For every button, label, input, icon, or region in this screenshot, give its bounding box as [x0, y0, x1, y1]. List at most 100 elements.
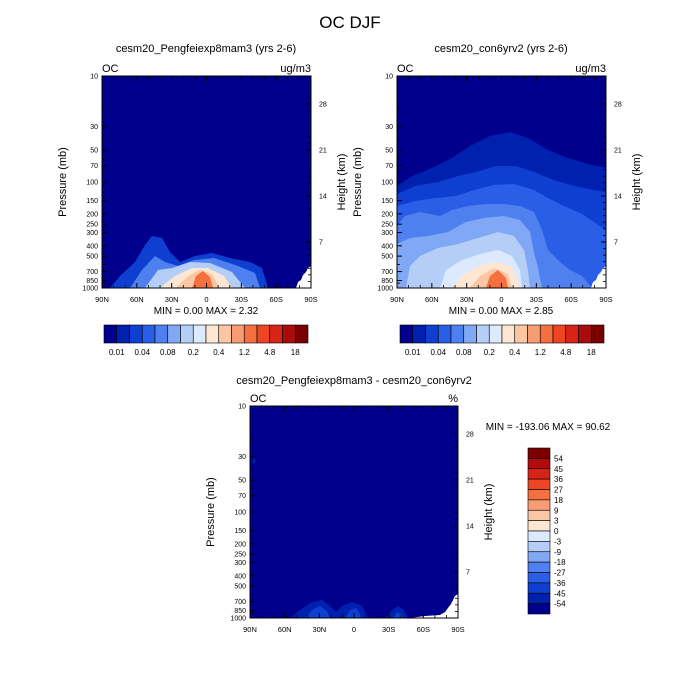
colorbar-label: 0.2	[188, 348, 200, 357]
colorbar-box	[192, 324, 207, 344]
colorbar-label: 45	[554, 465, 563, 474]
y-tick-label: 200	[234, 541, 246, 548]
y-tick-label: 850	[86, 278, 98, 285]
colorbar-box	[129, 324, 143, 344]
y-tick-label: 70	[90, 163, 98, 170]
colorbar-label: -18	[554, 558, 566, 567]
x-tick-label: 60S	[269, 295, 282, 304]
panel-1-terrain-mask	[296, 266, 311, 288]
colorbar-label: 0.2	[484, 348, 496, 357]
y-tick-label: 1000	[230, 616, 246, 623]
figure-title: OC DJF	[319, 13, 380, 32]
colorbar-box	[476, 324, 490, 344]
y-tick-label: 400	[234, 573, 246, 580]
panel-1-ticks: 90N 60N 30N 0 30S 60S 90S 10 30 50 70 100 150 200 2503…	[57, 74, 348, 305]
panel-3-units-label: %	[448, 393, 458, 405]
colorbar-label: 18	[587, 348, 596, 357]
colorbar-label: -45	[554, 589, 566, 598]
y-tick-label: 10	[238, 404, 246, 411]
colorbar-box	[231, 324, 245, 344]
panel-1-title: cesm20_Pengfeiexp8mam3 (yrs 2-6)	[116, 43, 296, 55]
y-tick-label: 50	[238, 478, 246, 485]
colorbar-box	[116, 324, 130, 344]
panel-3-terrain-mask	[410, 594, 458, 618]
colorbar-label: 0.04	[134, 348, 150, 357]
x-tick-label: 60N	[425, 295, 439, 304]
colorbar-label: 0.04	[430, 348, 446, 357]
y-tick-label: 1000	[377, 286, 393, 293]
colorbar-box	[527, 582, 551, 594]
panel-1-stats: MIN = 0.00 MAX = 2.32	[154, 306, 259, 317]
y-tick-label: 100	[381, 180, 393, 187]
x-tick-label: 30S	[530, 295, 543, 304]
panel-1-background	[102, 76, 311, 288]
colorbar-label: -27	[554, 569, 566, 578]
colorbar-box	[463, 324, 477, 344]
colorbar-box	[205, 324, 220, 344]
colorbar-box	[527, 468, 551, 480]
panel-2-terrain-mask	[591, 266, 606, 288]
y-right-tick-label: 28	[466, 431, 474, 438]
panel-2-ticks: 90N 60N 30N 0 30S 60S 90S 10 30 50 70 100 150 200 2503…	[352, 74, 643, 305]
colorbar-box	[180, 324, 194, 344]
y-tick-label: 500	[381, 254, 393, 261]
y-tick-label: 300	[381, 230, 393, 237]
y-right-tick-label: 14	[466, 523, 474, 530]
y-tick-label: 500	[234, 584, 246, 591]
y-right-tick-label: 28	[614, 101, 622, 108]
x-tick-label: 0	[352, 625, 356, 634]
y-tick-label: 70	[238, 493, 246, 500]
x-tick-label: 30N	[460, 295, 474, 304]
y-tick-label: 300	[234, 560, 246, 567]
y-tick-label: 700	[234, 599, 246, 606]
y-right-tick-label: 7	[614, 239, 618, 246]
x-tick-label: 0	[204, 295, 208, 304]
panel-3-plot-area	[250, 406, 458, 618]
colorbar-box	[527, 541, 551, 553]
y-tick-label: 250	[381, 222, 393, 229]
colorbar-label: -36	[554, 579, 566, 588]
colorbar-box	[527, 530, 551, 542]
colorbar-box	[552, 324, 567, 344]
colorbar-box	[218, 324, 232, 344]
colorbar-box	[578, 324, 592, 344]
y-tick-label: 400	[86, 243, 98, 250]
panel-3-background	[250, 406, 458, 618]
y-right-tick-label: 21	[614, 147, 622, 154]
colorbar-label: 18	[291, 348, 300, 357]
y-tick-label: 400	[381, 243, 393, 250]
x-tick-label: 60S	[417, 625, 430, 634]
y-tick-label: 700	[86, 269, 98, 276]
panel-2: cesm20_con6yrv2 (yrs 2-6) OC ug/m3 90N 60…	[352, 43, 643, 357]
colorbar-box	[425, 324, 439, 344]
y-right-axis-label: Height (km)	[336, 154, 348, 211]
x-tick-label: 90S	[599, 295, 612, 304]
panel-1-plot-area	[102, 76, 311, 288]
colorbar-box	[514, 324, 528, 344]
panel-2-title: cesm20_con6yrv2 (yrs 2-6)	[434, 43, 567, 55]
colorbar-label: 9	[554, 506, 559, 515]
colorbar-box	[527, 592, 551, 604]
colorbar-box	[437, 324, 452, 344]
y-tick-label: 500	[86, 254, 98, 261]
panel-1-units-label: ug/m3	[280, 63, 311, 75]
y-tick-label: 200	[381, 211, 393, 218]
y-tick-label: 10	[385, 74, 393, 81]
x-tick-label: 60N	[130, 295, 144, 304]
x-tick-label: 60N	[278, 625, 292, 634]
colorbar-box	[103, 324, 118, 344]
panel-2-plot-area	[397, 76, 606, 288]
colorbar-label: 54	[554, 454, 563, 463]
y-tick-label: 100	[234, 510, 246, 517]
y-right-axis-label: Height (km)	[631, 154, 643, 211]
panel-2-colorbar: 0.01 0.04 0.08 0.2 0.4 1.2 4.8 18	[399, 324, 605, 357]
colorbar-box	[539, 324, 554, 344]
x-tick-label: 30S	[235, 295, 248, 304]
y-axis-label: Pressure (mb)	[57, 147, 69, 217]
colorbar-label: 0.4	[509, 348, 521, 357]
y-tick-label: 50	[385, 148, 393, 155]
y-tick-label: 250	[86, 222, 98, 229]
x-tick-label: 30N	[165, 295, 179, 304]
colorbar-box	[527, 489, 551, 501]
